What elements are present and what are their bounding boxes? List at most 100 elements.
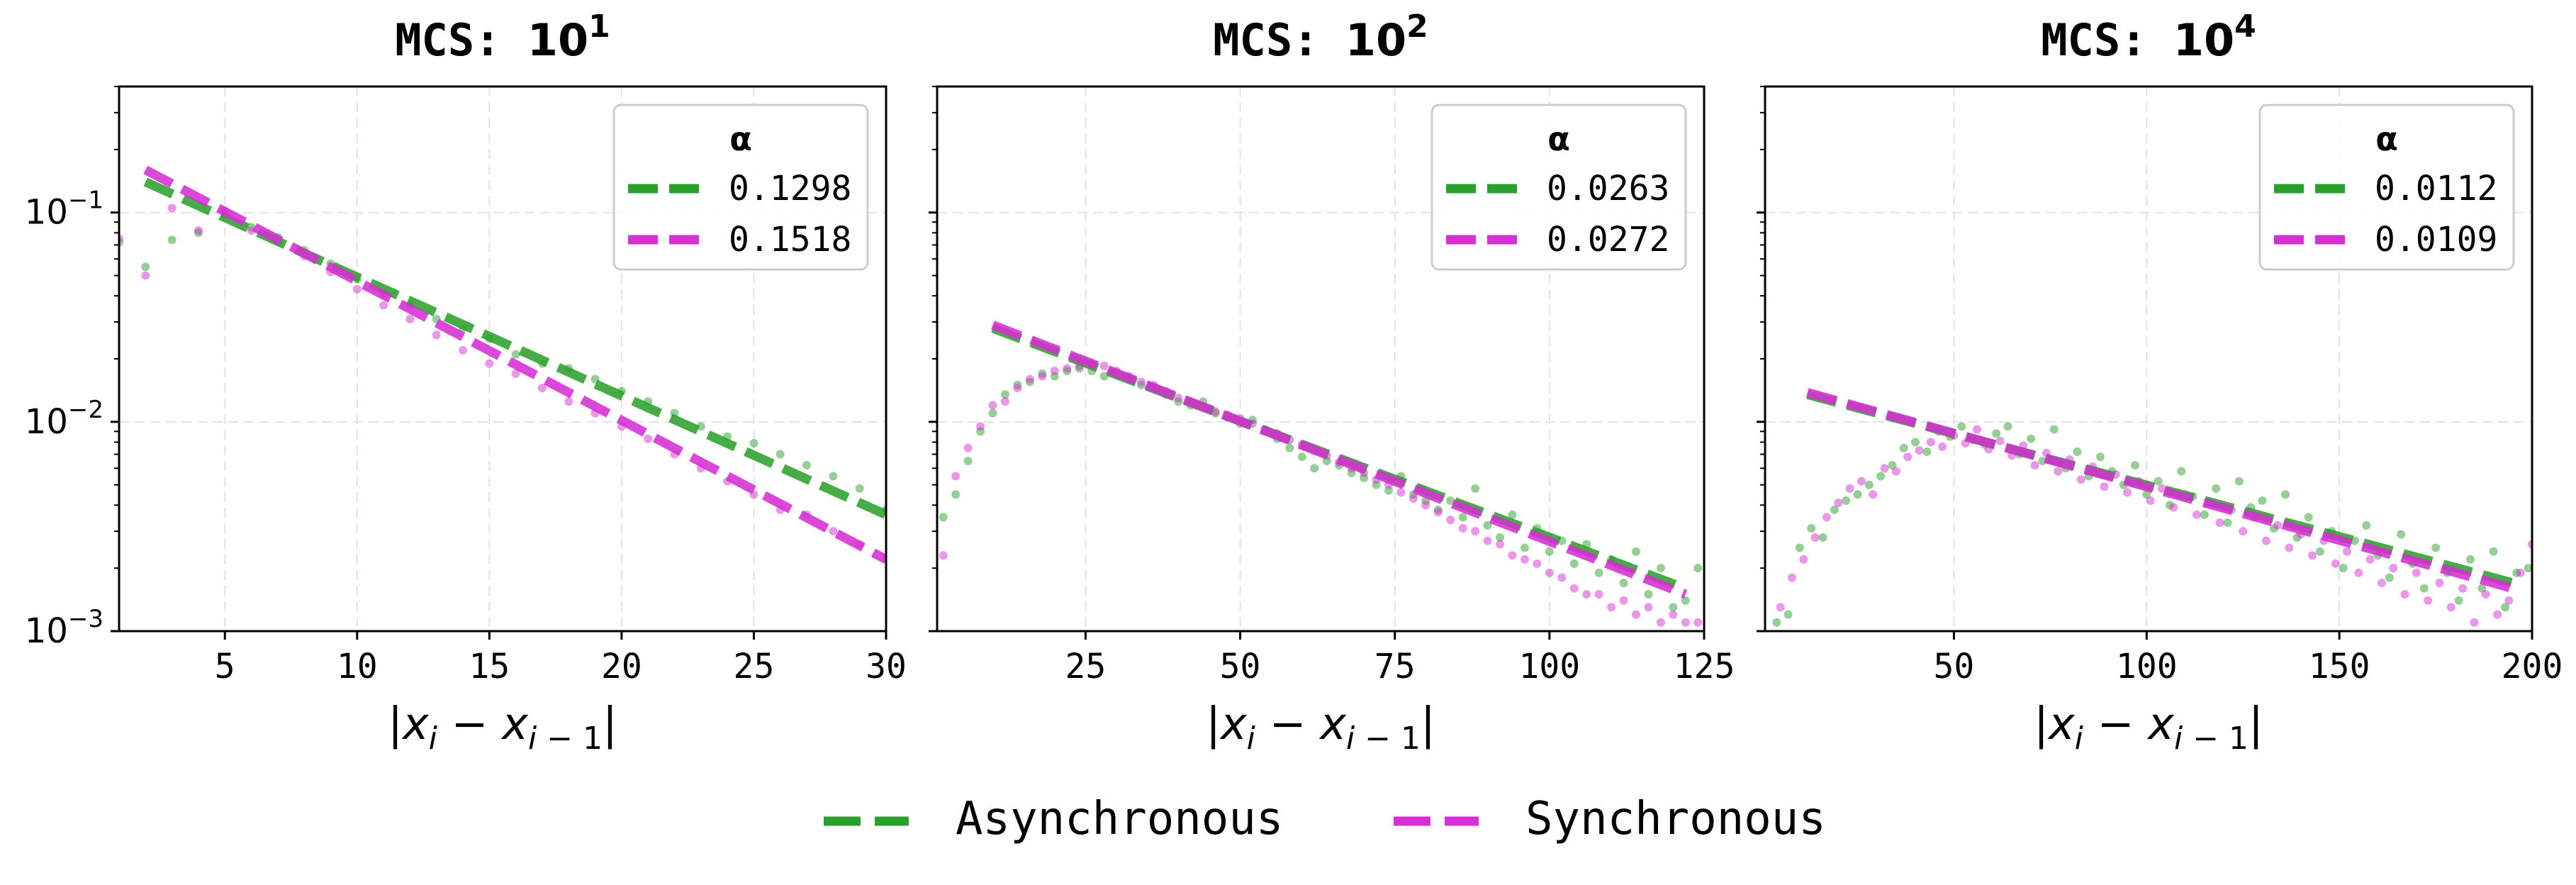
chart-title: MCS: 101 xyxy=(395,9,610,66)
point-synchronous xyxy=(1693,618,1703,627)
legend-frame xyxy=(2258,104,2515,271)
point-asynchronous xyxy=(1508,510,1517,519)
point-asynchronous xyxy=(2177,467,2186,476)
chart-title: MCS: 104 xyxy=(2041,9,2256,66)
point-asynchronous xyxy=(1310,464,1319,473)
point-synchronous xyxy=(2146,496,2155,506)
point-synchronous xyxy=(1433,508,1443,517)
point-synchronous xyxy=(1619,596,1628,605)
x-tick-label: 25 xyxy=(1065,647,1107,686)
point-asynchronous xyxy=(775,450,785,459)
point-synchronous xyxy=(2215,518,2224,527)
point-asynchronous xyxy=(1911,438,1920,447)
point-asynchronous xyxy=(1297,452,1306,462)
y-tick-label: 10−3 xyxy=(25,605,103,651)
point-synchronous xyxy=(2516,568,2525,577)
point-synchronous xyxy=(1569,584,1579,593)
point-asynchronous xyxy=(1545,547,1554,556)
legend-label: 0.1518 xyxy=(729,220,851,260)
point-synchronous xyxy=(2377,578,2386,587)
alpha-legend: α 0.1298 0.1518 xyxy=(612,104,869,271)
point-synchronous xyxy=(2458,584,2468,593)
point-synchronous xyxy=(2285,543,2294,552)
point-asynchronous xyxy=(1783,610,1793,619)
point-synchronous xyxy=(1557,573,1567,582)
x-tick-label: 100 xyxy=(1519,647,1581,686)
point-asynchronous xyxy=(1772,618,1781,627)
point-synchronous xyxy=(511,369,520,378)
point-asynchronous xyxy=(1520,543,1529,552)
legend-label: 0.0112 xyxy=(2375,169,2497,208)
point-synchronous xyxy=(379,301,388,310)
point-asynchronous xyxy=(1669,603,1678,612)
point-synchronous xyxy=(2261,536,2270,545)
point-asynchronous xyxy=(1899,443,1908,452)
point-asynchronous xyxy=(2339,564,2348,573)
point-synchronous xyxy=(1632,610,1641,619)
x-tick-label: 50 xyxy=(1934,647,1975,686)
point-asynchronous xyxy=(2049,425,2059,434)
x-axis-label: |xi − xi − 1| xyxy=(388,698,617,757)
point-asynchronous xyxy=(1681,596,1690,605)
point-synchronous xyxy=(2273,521,2283,530)
point-synchronous xyxy=(2123,488,2132,497)
point-asynchronous xyxy=(2200,510,2209,519)
x-tick-label: 100 xyxy=(2116,647,2178,686)
x-axis-label: |xi − xi − 1| xyxy=(1206,698,1435,757)
point-synchronous xyxy=(1050,367,1059,376)
point-synchronous xyxy=(1483,536,1492,545)
legend-title: α xyxy=(1547,120,1570,158)
point-asynchronous xyxy=(2154,477,2163,486)
point-synchronous xyxy=(2446,603,2455,612)
x-tick-label: 200 xyxy=(2502,647,2563,686)
point-synchronous xyxy=(939,551,948,560)
point-synchronous xyxy=(1533,559,1542,568)
point-synchronous xyxy=(352,284,362,294)
point-synchronous xyxy=(1776,603,1785,612)
point-synchronous xyxy=(2481,590,2490,599)
point-asynchronous xyxy=(2524,564,2532,573)
point-asynchronous xyxy=(1888,461,1897,470)
point-synchronous xyxy=(1136,377,1146,386)
x-tick-label: 25 xyxy=(734,647,775,686)
point-synchronous xyxy=(1594,590,1603,599)
point-asynchronous xyxy=(511,350,520,359)
legend-label: 0.0272 xyxy=(1547,220,1669,260)
point-synchronous xyxy=(2354,568,2363,577)
point-synchronous xyxy=(1880,464,1889,473)
point-asynchronous xyxy=(2315,547,2324,556)
y-tick-label: 10−1 xyxy=(25,187,103,233)
point-asynchronous xyxy=(1285,443,1294,452)
point-synchronous xyxy=(1458,523,1467,533)
point-synchronous xyxy=(1545,568,1554,577)
point-asynchronous xyxy=(2003,422,2012,431)
point-asynchronous xyxy=(2385,573,2394,582)
point-synchronous xyxy=(2239,527,2248,536)
point-synchronous xyxy=(432,330,441,340)
point-synchronous xyxy=(2192,510,2201,519)
point-asynchronous xyxy=(1000,390,1009,399)
legend-frame xyxy=(1430,104,1687,271)
point-synchronous xyxy=(1810,533,1820,542)
point-asynchronous xyxy=(1957,422,1966,431)
point-asynchronous xyxy=(1458,513,1467,522)
chart-panel-1: 10−1 10−2 10−3 5 10 15 20 25 30 |xi − xi − 1| MCS:… xyxy=(25,9,907,757)
point-asynchronous xyxy=(2304,513,2313,522)
point-synchronous xyxy=(1656,618,1665,627)
point-synchronous xyxy=(1582,590,1591,599)
alpha-legend: α 0.0263 0.0272 xyxy=(1430,104,1687,271)
point-asynchronous xyxy=(939,513,948,522)
point-synchronous xyxy=(1995,436,2005,445)
point-asynchronous xyxy=(167,235,177,245)
point-asynchronous xyxy=(749,439,758,448)
point-asynchronous xyxy=(1656,564,1665,573)
point-synchronous xyxy=(963,443,973,452)
y-tick-label: 10−2 xyxy=(25,396,103,442)
point-asynchronous xyxy=(1693,564,1703,573)
point-asynchronous xyxy=(2489,547,2498,556)
point-asynchronous xyxy=(1795,543,1804,552)
point-synchronous xyxy=(247,226,256,235)
point-synchronous xyxy=(2169,503,2178,512)
point-asynchronous xyxy=(1619,578,1628,587)
point-synchronous xyxy=(1799,555,1808,564)
